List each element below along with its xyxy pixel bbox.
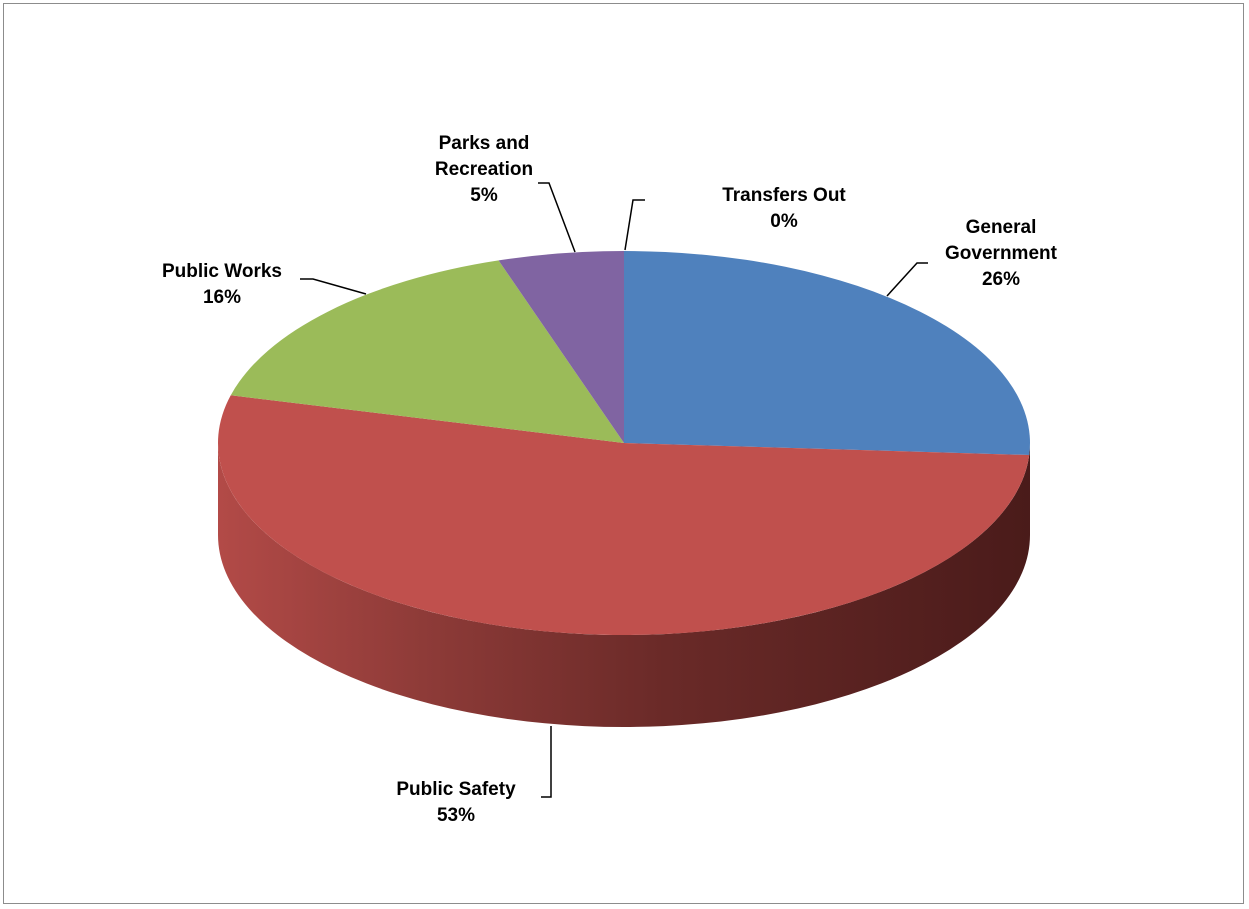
leader-line-parks-and-recreation <box>538 182 576 253</box>
data-label-name: General <box>966 217 1037 238</box>
pie-side-public-safety <box>218 443 1030 727</box>
data-label-percent: 16% <box>203 287 241 308</box>
data-label-name: Parks and <box>439 133 530 154</box>
pie-top <box>217 251 1030 636</box>
pie-slice-public-safety <box>217 395 1030 636</box>
data-label-parks-and-recreation: Parks and Recreation 5% <box>435 133 533 206</box>
data-label-percent: 0% <box>770 211 798 232</box>
pie-slice-public-works <box>230 260 624 443</box>
data-labels: General Government 26%Public Safety 53%Publ… <box>162 133 1058 826</box>
data-label-name: Government <box>945 243 1058 264</box>
leader-line-public-safety <box>541 726 552 798</box>
data-label-public-safety: Public Safety 53% <box>396 779 516 826</box>
pie-side-wall <box>218 443 1030 727</box>
data-label-name: Transfers Out <box>722 185 846 206</box>
data-label-percent: 26% <box>982 269 1020 290</box>
pie-slice-general-government <box>624 251 1030 456</box>
data-label-percent: 53% <box>437 805 475 826</box>
leader-lines <box>300 182 928 798</box>
leader-line-transfers-out <box>624 199 645 251</box>
pie-slice-parks-and-recreation <box>498 251 624 443</box>
data-label-name: Recreation <box>435 159 533 180</box>
data-label-name: Public Safety <box>396 779 516 800</box>
data-label-public-works: Public Works 16% <box>162 261 282 308</box>
data-label-name: Public Works <box>162 261 282 282</box>
data-label-general-government: General Government 26% <box>945 217 1058 290</box>
leader-line-public-works <box>300 278 367 295</box>
data-label-percent: 5% <box>470 185 498 206</box>
leader-line-general-government <box>886 262 928 297</box>
data-label-transfers-out: Transfers Out 0% <box>722 185 846 232</box>
